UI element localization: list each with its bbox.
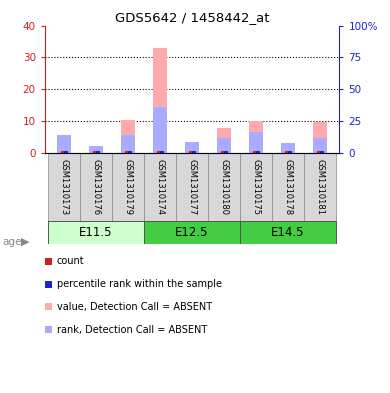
Bar: [249, 121, 263, 153]
Bar: [185, 141, 199, 153]
Bar: [89, 146, 103, 153]
Bar: [89, 146, 103, 153]
Text: GSM1310175: GSM1310175: [252, 159, 261, 215]
Bar: [176, 153, 208, 221]
Bar: [48, 221, 144, 244]
Bar: [285, 151, 288, 153]
Text: ▶: ▶: [21, 237, 30, 247]
Bar: [240, 153, 272, 221]
Bar: [192, 151, 196, 153]
Bar: [313, 121, 327, 153]
Bar: [249, 132, 263, 153]
Title: GDS5642 / 1458442_at: GDS5642 / 1458442_at: [115, 11, 269, 24]
Text: percentile rank within the sample: percentile rank within the sample: [57, 279, 222, 289]
Bar: [317, 151, 320, 153]
Bar: [96, 151, 99, 153]
Bar: [188, 151, 192, 153]
Text: GSM1310179: GSM1310179: [124, 159, 133, 215]
Bar: [253, 151, 256, 153]
Bar: [128, 151, 131, 153]
Text: E14.5: E14.5: [271, 226, 305, 239]
Bar: [240, 221, 336, 244]
Bar: [304, 153, 336, 221]
Text: E12.5: E12.5: [176, 226, 209, 239]
Bar: [57, 135, 71, 153]
Text: E11.5: E11.5: [79, 226, 113, 239]
Bar: [224, 151, 228, 153]
Bar: [321, 151, 324, 153]
Bar: [64, 151, 67, 153]
Bar: [156, 151, 160, 153]
Bar: [124, 151, 128, 153]
Bar: [256, 151, 260, 153]
Bar: [185, 141, 199, 153]
Bar: [221, 151, 224, 153]
Text: age: age: [2, 237, 21, 247]
Bar: [153, 107, 167, 153]
Text: GSM1310176: GSM1310176: [92, 159, 101, 215]
Bar: [272, 153, 304, 221]
Bar: [208, 153, 240, 221]
Bar: [144, 153, 176, 221]
Bar: [121, 135, 135, 153]
Bar: [313, 138, 327, 153]
Bar: [153, 48, 167, 153]
Bar: [217, 128, 231, 153]
Text: GSM1310178: GSM1310178: [284, 159, 292, 215]
Text: value, Detection Call = ABSENT: value, Detection Call = ABSENT: [57, 302, 212, 312]
Bar: [80, 153, 112, 221]
Bar: [92, 151, 96, 153]
Bar: [112, 153, 144, 221]
Text: GSM1310173: GSM1310173: [60, 159, 69, 215]
Bar: [144, 221, 240, 244]
Text: count: count: [57, 256, 84, 266]
Bar: [281, 143, 295, 153]
Text: GSM1310180: GSM1310180: [220, 159, 229, 215]
Bar: [48, 153, 80, 221]
Bar: [60, 151, 64, 153]
Bar: [289, 151, 292, 153]
Bar: [121, 120, 135, 153]
Text: GSM1310181: GSM1310181: [316, 159, 324, 215]
Text: rank, Detection Call = ABSENT: rank, Detection Call = ABSENT: [57, 325, 207, 335]
Text: GSM1310174: GSM1310174: [156, 159, 165, 215]
Bar: [281, 143, 295, 153]
Bar: [57, 137, 71, 153]
Bar: [217, 138, 231, 153]
Text: GSM1310177: GSM1310177: [188, 159, 197, 215]
Bar: [160, 151, 163, 153]
